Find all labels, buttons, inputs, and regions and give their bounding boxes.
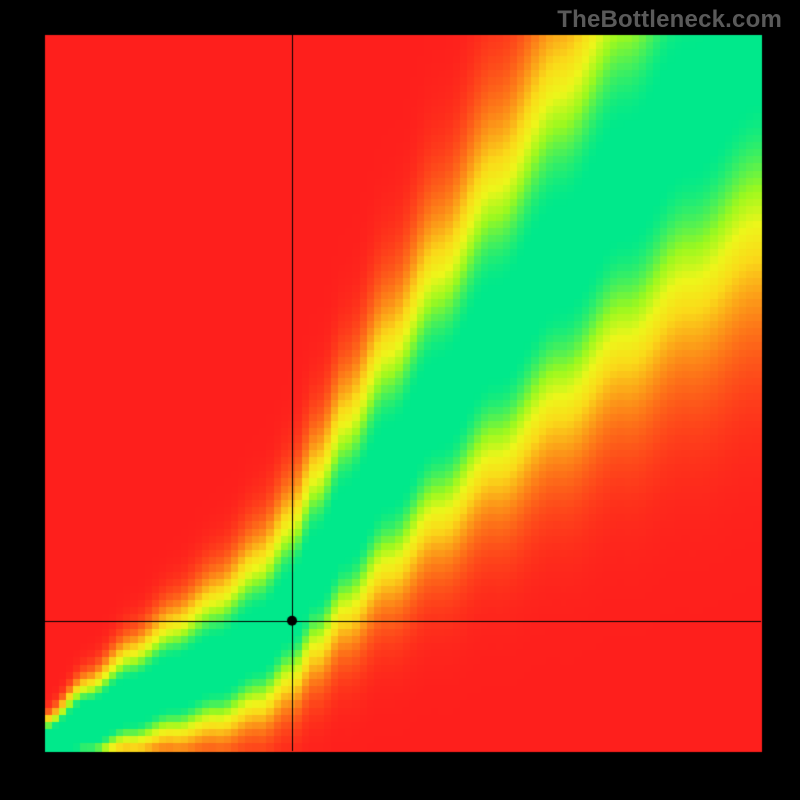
bottleneck-heatmap — [0, 0, 800, 800]
watermark: TheBottleneck.com — [557, 6, 782, 34]
